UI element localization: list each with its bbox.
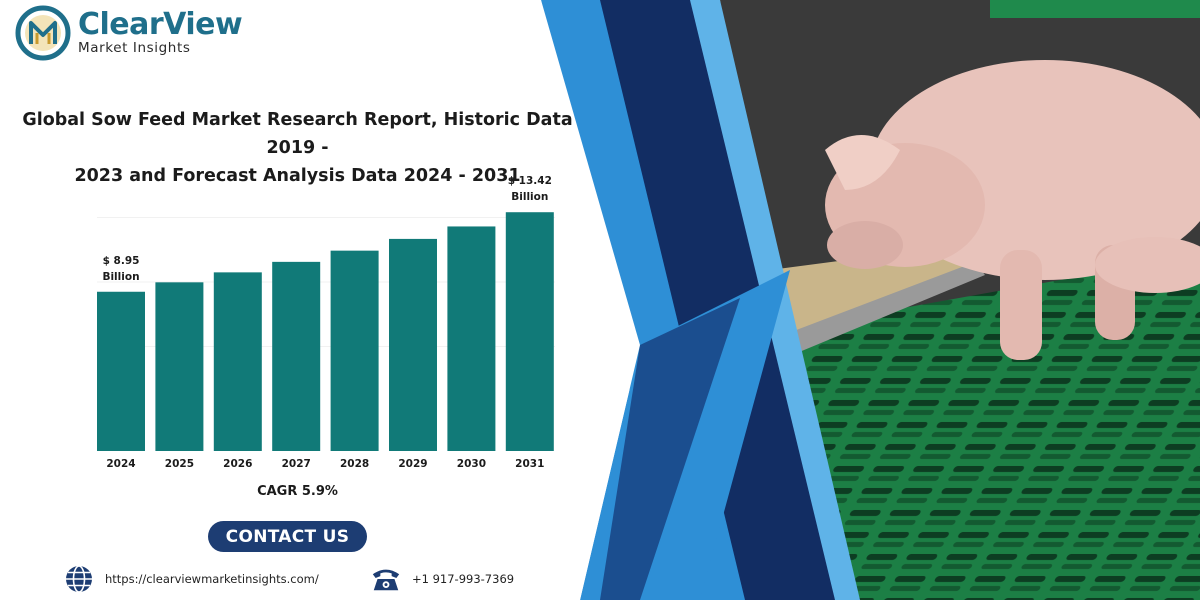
website-link[interactable]: https://clearviewmarketinsights.com/ bbox=[63, 564, 319, 594]
data-label-unit-2024: Billion bbox=[102, 271, 139, 283]
bar-2026 bbox=[213, 272, 262, 451]
x-tick-label-2031: 2031 bbox=[515, 458, 544, 470]
x-tick-label-2025: 2025 bbox=[165, 458, 194, 470]
globe-icon bbox=[66, 565, 92, 593]
phone-number[interactable]: +1 917-993-7369 bbox=[412, 572, 515, 586]
report-title-line-1: Global Sow Feed Market Research Report, … bbox=[22, 110, 573, 158]
report-title: Global Sow Feed Market Research Report, … bbox=[15, 106, 580, 190]
contact-us-button[interactable]: CONTACT US bbox=[208, 521, 367, 552]
market-size-bar-chart: 2024 2025 2026 2027 2028 2029 2030 2031 $ 8.95 Bi… bbox=[97, 175, 555, 470]
x-tick-label-2030: 2030 bbox=[457, 458, 486, 470]
x-tick-label-2027: 2027 bbox=[282, 458, 311, 470]
logo-mark-icon bbox=[15, 5, 71, 61]
brand-name: ClearView bbox=[78, 7, 243, 43]
telephone-icon bbox=[372, 569, 400, 591]
bar-2024 bbox=[97, 291, 145, 451]
data-label-value-2024: $ 8.95 bbox=[103, 255, 140, 267]
x-tick-label-2029: 2029 bbox=[398, 458, 427, 470]
bar-2028 bbox=[330, 250, 379, 451]
bar-2029 bbox=[389, 238, 437, 451]
x-tick-label-2024: 2024 bbox=[106, 458, 135, 470]
bar-2027 bbox=[272, 261, 321, 451]
feed-trough bbox=[770, 245, 975, 345]
bar-2030 bbox=[447, 226, 496, 451]
bar-2025 bbox=[155, 282, 204, 451]
sow-image bbox=[825, 60, 1200, 360]
phone-link[interactable]: +1 917-993-7369 bbox=[370, 564, 514, 594]
report-title-line-2: 2023 and Forecast Analysis Data 2024 - 2… bbox=[74, 166, 521, 186]
data-label-value-2031: $ 13.42 bbox=[508, 175, 552, 187]
brand-tagline: Market Insights bbox=[78, 40, 191, 57]
cagr-label: CAGR 5.9% bbox=[257, 484, 338, 499]
website-url[interactable]: https://clearviewmarketinsights.com/ bbox=[105, 572, 319, 586]
brand-logo: ClearView Market Insights bbox=[14, 4, 243, 62]
slatted-floor bbox=[780, 255, 1200, 600]
dark-navy-stripe bbox=[600, 0, 845, 600]
data-label-unit-2031: Billion bbox=[511, 191, 548, 203]
bar-2031 bbox=[505, 212, 554, 451]
x-tick-label-2028: 2028 bbox=[340, 458, 369, 470]
x-tick-label-2026: 2026 bbox=[223, 458, 252, 470]
